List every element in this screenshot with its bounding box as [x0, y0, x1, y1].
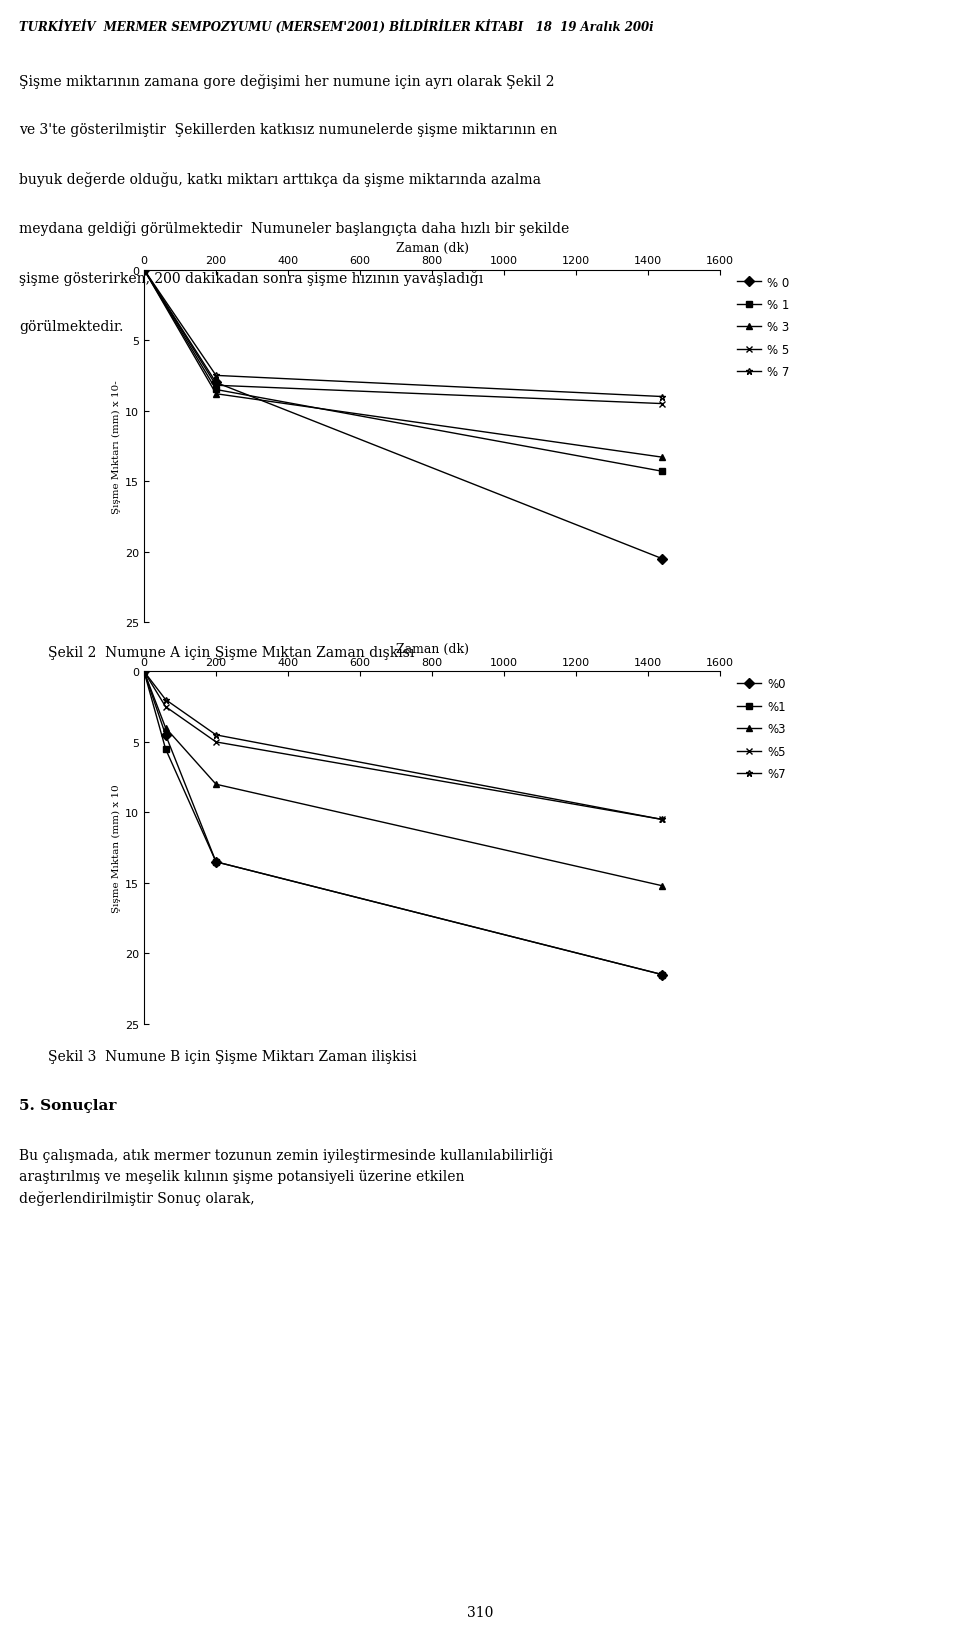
Legend: %0, %1, %3, %5, %7: %0, %1, %3, %5, %7 — [737, 679, 785, 780]
Line: % 7: % 7 — [140, 267, 666, 402]
%5 — [210, 733, 222, 752]
% 1 — [657, 462, 668, 482]
%1 — [159, 739, 171, 759]
% 3 — [210, 385, 222, 405]
% 5 — [138, 261, 150, 280]
Line: % 0: % 0 — [140, 267, 666, 562]
X-axis label: Zaman (dk): Zaman (dk) — [396, 241, 468, 254]
Text: meydana geldiği görülmektedir  Numuneler başlangıçta daha hızlı bir şekilde: meydana geldiği görülmektedir Numuneler … — [19, 221, 569, 236]
%3 — [210, 775, 222, 795]
Text: görülmektedir.: görülmektedir. — [19, 320, 124, 334]
%5 — [159, 698, 171, 718]
Line: %5: %5 — [140, 669, 666, 823]
%0 — [159, 726, 171, 746]
Line: % 1: % 1 — [140, 267, 666, 475]
%3 — [138, 662, 150, 682]
% 0 — [657, 549, 668, 569]
Text: şişme gösterirken, 200 dakikadan sonra şişme hızının yavaşladığı: şişme gösterirken, 200 dakikadan sonra ş… — [19, 270, 484, 285]
%3 — [657, 877, 668, 897]
% 0 — [138, 261, 150, 280]
% 5 — [657, 395, 668, 415]
Text: Bu çalışmada, atık mermer tozunun zemin iyileştirmesinde kullanılabilirliği
araş: Bu çalışmada, atık mermer tozunun zemin … — [19, 1147, 553, 1205]
Text: Şekil 2  Numune A için Şişme Mıktan Zaman dışkısı: Şekil 2 Numune A için Şişme Mıktan Zaman… — [48, 646, 415, 661]
Text: buyuk değerde olduğu, katkı miktarı arttıkça da şişme miktarında azalma: buyuk değerde olduğu, katkı miktarı artt… — [19, 172, 541, 187]
Line: % 5: % 5 — [140, 267, 666, 408]
%1 — [138, 662, 150, 682]
% 5 — [210, 377, 222, 397]
%5 — [657, 810, 668, 829]
%7 — [138, 662, 150, 682]
Line: %3: %3 — [140, 669, 666, 890]
%0 — [657, 965, 668, 985]
%7 — [210, 726, 222, 746]
%1 — [210, 852, 222, 872]
Text: 310: 310 — [467, 1605, 493, 1619]
Y-axis label: Şışme Mıktan (mm) x 10: Şışme Mıktan (mm) x 10 — [111, 783, 121, 913]
Line: %7: %7 — [140, 669, 666, 823]
Legend: % 0, % 1, % 3, % 5, % 7: % 0, % 1, % 3, % 5, % 7 — [737, 277, 789, 379]
% 3 — [138, 261, 150, 280]
% 7 — [657, 387, 668, 406]
Y-axis label: Şışme Mıktarı (mm) x 10-: Şışme Mıktarı (mm) x 10- — [111, 380, 121, 513]
Text: TURKİYEİV  MERMER SEMPOZYUMU (MERSEM'2001) BİLDİRİLER KİTABI   18  19 Aralık 200: TURKİYEİV MERMER SEMPOZYUMU (MERSEM'2001… — [19, 20, 654, 34]
Text: 5. Sonuçlar: 5. Sonuçlar — [19, 1098, 116, 1113]
% 7 — [138, 261, 150, 280]
Line: % 3: % 3 — [140, 267, 666, 461]
%0 — [210, 852, 222, 872]
%7 — [159, 690, 171, 710]
Line: %1: %1 — [140, 669, 666, 978]
Text: Şekil 3  Numune B için Şişme Miktarı Zaman ilişkisi: Şekil 3 Numune B için Şişme Miktarı Zama… — [48, 1049, 417, 1064]
%7 — [657, 810, 668, 829]
%1 — [657, 965, 668, 985]
X-axis label: Zaman (dk): Zaman (dk) — [396, 642, 468, 656]
Text: ve 3'te gösterilmiştir  Şekillerden katkısız numunelerde şişme miktarının en: ve 3'te gösterilmiştir Şekillerden katkı… — [19, 123, 558, 138]
% 1 — [138, 261, 150, 280]
% 3 — [657, 447, 668, 467]
%3 — [159, 718, 171, 738]
%0 — [138, 662, 150, 682]
%5 — [138, 662, 150, 682]
Line: %0: %0 — [140, 669, 666, 978]
% 7 — [210, 365, 222, 385]
% 1 — [210, 380, 222, 400]
Text: Şişme miktarının zamana gore değişimi her numune için ayrı olarak Şekil 2: Şişme miktarının zamana gore değişimi he… — [19, 74, 555, 89]
% 0 — [210, 374, 222, 393]
